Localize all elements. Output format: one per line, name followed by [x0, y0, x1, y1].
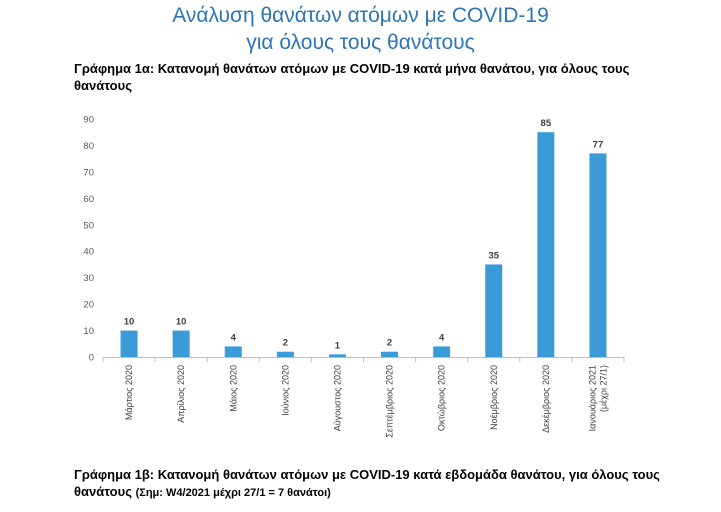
x-tick-label: Αύγουστος 2020 — [332, 365, 342, 431]
bar — [589, 153, 607, 357]
chart-1b-note: (Σημ: W4/2021 μέχρι 27/1 = 7 θανάτοι) — [135, 487, 331, 499]
data-label: 77 — [593, 139, 604, 150]
bar — [172, 330, 190, 357]
y-tick-label: 50 — [83, 220, 94, 231]
data-label: 1 — [335, 340, 341, 351]
data-label: 35 — [488, 250, 499, 261]
x-tick-label: Νοέμβριος 2020 — [489, 365, 499, 430]
y-tick-label: 60 — [83, 194, 94, 205]
y-tick-label: 30 — [83, 273, 94, 284]
data-label: 10 — [124, 317, 135, 328]
x-tick-label: Οκτώβριος 2020 — [437, 365, 447, 431]
chart-1a-caption: Γράφημα 1α: Κατανομή θανάτων ατόμων με C… — [74, 61, 630, 93]
y-tick-label: 0 — [89, 353, 94, 364]
data-label: 10 — [176, 317, 187, 328]
y-tick-label: 40 — [83, 247, 94, 258]
data-label: 2 — [387, 338, 392, 349]
bar — [224, 346, 242, 357]
bar — [381, 351, 399, 357]
y-tick-label: 80 — [83, 141, 94, 152]
x-tick-label: Σεπτέμβριος 2020 — [385, 365, 395, 438]
bar — [537, 132, 555, 357]
data-label: 4 — [439, 332, 445, 343]
page-title-line-1: Ανάλυση θανάτων ατόμων με COVID-19 — [172, 4, 549, 27]
bar — [120, 330, 138, 357]
bar — [433, 346, 451, 357]
data-label: 4 — [231, 332, 237, 343]
x-tick-label: Απρίλιος 2020 — [176, 365, 186, 423]
bar — [276, 351, 294, 357]
page-title-line-2: για όλους τους θανάτους — [246, 31, 475, 54]
chart-1b-caption: Γράφημα 1β: Κατανομή θανάτων ατόμων με C… — [74, 466, 674, 502]
x-tick-label: Ιανουάριος 2021(μέχρι 27/1) — [587, 365, 608, 431]
y-tick-label: 70 — [83, 167, 94, 178]
bar — [485, 264, 503, 357]
x-tick-label: Δεκέμβριος 2020 — [541, 365, 551, 433]
y-tick-label: 90 — [83, 115, 94, 126]
x-tick-label: Μάρτιος 2020 — [124, 365, 134, 420]
x-tick-label: Μάιος 2020 — [228, 365, 238, 412]
x-tick-label: Ιούνιος 2020 — [280, 365, 290, 416]
bar — [328, 354, 346, 357]
y-tick-label: 20 — [83, 300, 94, 311]
data-label: 85 — [541, 118, 552, 129]
data-label: 2 — [283, 338, 288, 349]
y-tick-label: 10 — [83, 326, 94, 337]
chart-1b-caption-text: Γράφημα 1β: Κατανομή θανάτων ατόμων με C… — [74, 467, 660, 499]
